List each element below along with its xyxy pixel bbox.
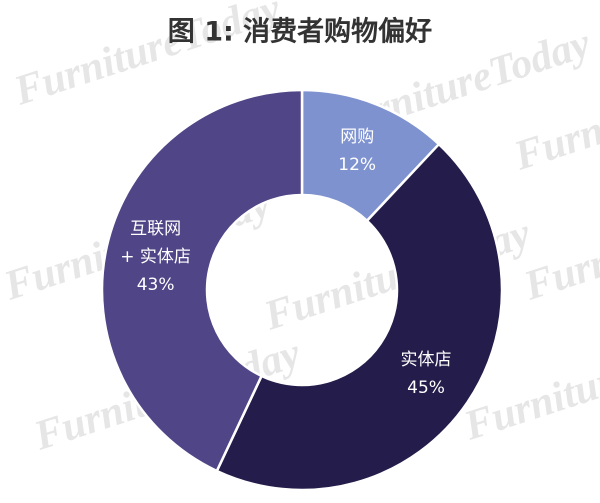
slice bbox=[215, 142, 504, 492]
slices bbox=[100, 88, 504, 492]
slice bbox=[100, 88, 304, 473]
value-label: 43% bbox=[136, 275, 175, 296]
value-label: 12% bbox=[338, 154, 377, 175]
category-label: 网购 bbox=[340, 126, 375, 147]
slice-label: 网购 12% bbox=[338, 123, 376, 179]
slice-label: 互联网 + 实体店 43% bbox=[120, 215, 191, 299]
slice-label: 实体店 45% bbox=[401, 346, 452, 402]
category-label: 实体店 bbox=[400, 350, 452, 371]
chart-title: 图 1: 消费者购物偏好 bbox=[168, 17, 432, 48]
value-label: 45% bbox=[407, 378, 445, 399]
category-label: 互联网 + 实体店 bbox=[120, 219, 191, 268]
